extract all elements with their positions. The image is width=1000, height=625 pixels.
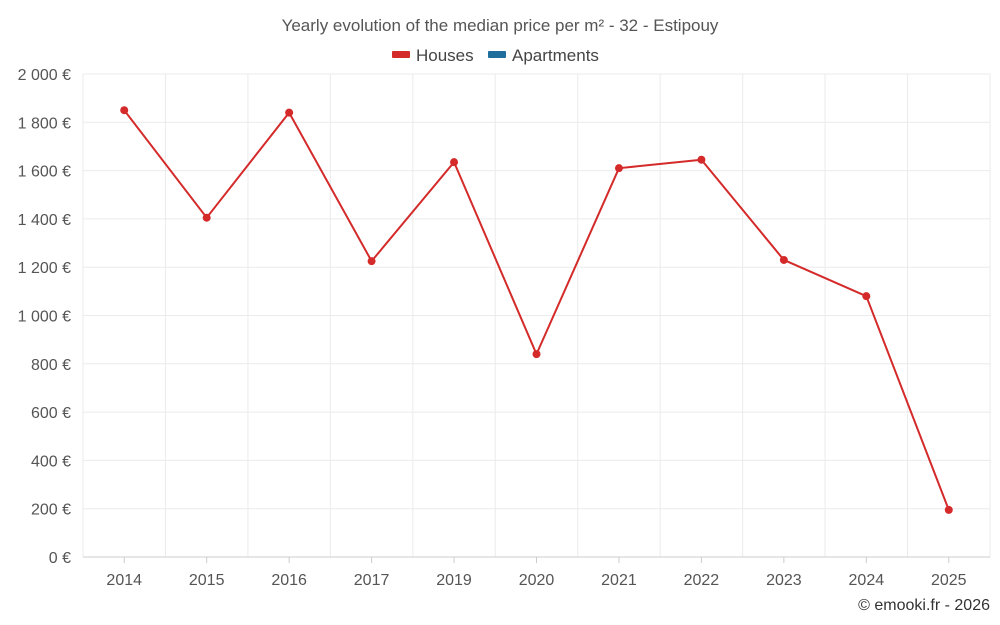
data-point-houses-2025[interactable]: [944, 505, 953, 514]
y-tick-label: 1 400 €: [18, 212, 71, 229]
data-point-houses-2015[interactable]: [202, 213, 211, 222]
legend-label-apartments: Apartments: [512, 46, 599, 65]
y-tick-label: 200 €: [31, 502, 71, 519]
y-tick-label: 600 €: [31, 405, 71, 422]
x-tick-label: 2022: [684, 572, 720, 589]
series-houses: [120, 106, 953, 514]
x-tick-label: 2014: [106, 572, 142, 589]
gridlines: [82, 73, 991, 557]
y-tick-label: 400 €: [31, 453, 71, 470]
legend-item-apartments[interactable]: Apartments: [488, 46, 599, 65]
legend-label-houses: Houses: [416, 46, 474, 65]
data-point-houses-2024[interactable]: [862, 292, 871, 301]
credit: © emooki.fr - 2026: [858, 597, 990, 614]
data-point-houses-2014[interactable]: [120, 106, 129, 115]
legend-item-houses[interactable]: Houses: [392, 46, 474, 65]
x-tick-label: 2021: [601, 572, 637, 589]
legend: Houses Apartments: [392, 46, 599, 65]
data-point-houses-2021[interactable]: [614, 164, 623, 173]
y-tick-label: 1 800 €: [18, 115, 71, 132]
data-point-houses-2016[interactable]: [285, 108, 294, 117]
x-tick-label: 2025: [931, 572, 967, 589]
axes: 0 € 200 € 400 € 600 € 800 € 1 000 € 1 200 € 1 4…: [18, 67, 990, 589]
x-tick-label: 2024: [849, 572, 885, 589]
data-point-houses-2022[interactable]: [697, 155, 706, 164]
legend-swatch-houses: [392, 51, 410, 58]
y-tick-label: 1 600 €: [18, 164, 71, 181]
data-point-houses-2020[interactable]: [532, 350, 541, 359]
data-point-houses-2023[interactable]: [779, 255, 788, 264]
y-tick-label: 1 000 €: [18, 309, 71, 326]
x-tick-label: 2020: [519, 572, 555, 589]
y-tick-label: 2 000 €: [18, 67, 71, 84]
x-tick-label: 2019: [436, 572, 472, 589]
legend-swatch-apartments: [488, 51, 506, 58]
y-tick-label: 0 €: [49, 550, 71, 567]
x-tick-label: 2023: [766, 572, 802, 589]
chart-title: Yearly evolution of the median price per…: [282, 16, 719, 35]
data-point-houses-2017[interactable]: [367, 257, 376, 266]
x-tick-label: 2015: [189, 572, 225, 589]
y-tick-label: 1 200 €: [18, 260, 71, 277]
x-tick-label: 2017: [354, 572, 390, 589]
data-point-houses-2019[interactable]: [450, 158, 459, 167]
x-tick-label: 2016: [271, 572, 307, 589]
y-tick-label: 800 €: [31, 357, 71, 374]
